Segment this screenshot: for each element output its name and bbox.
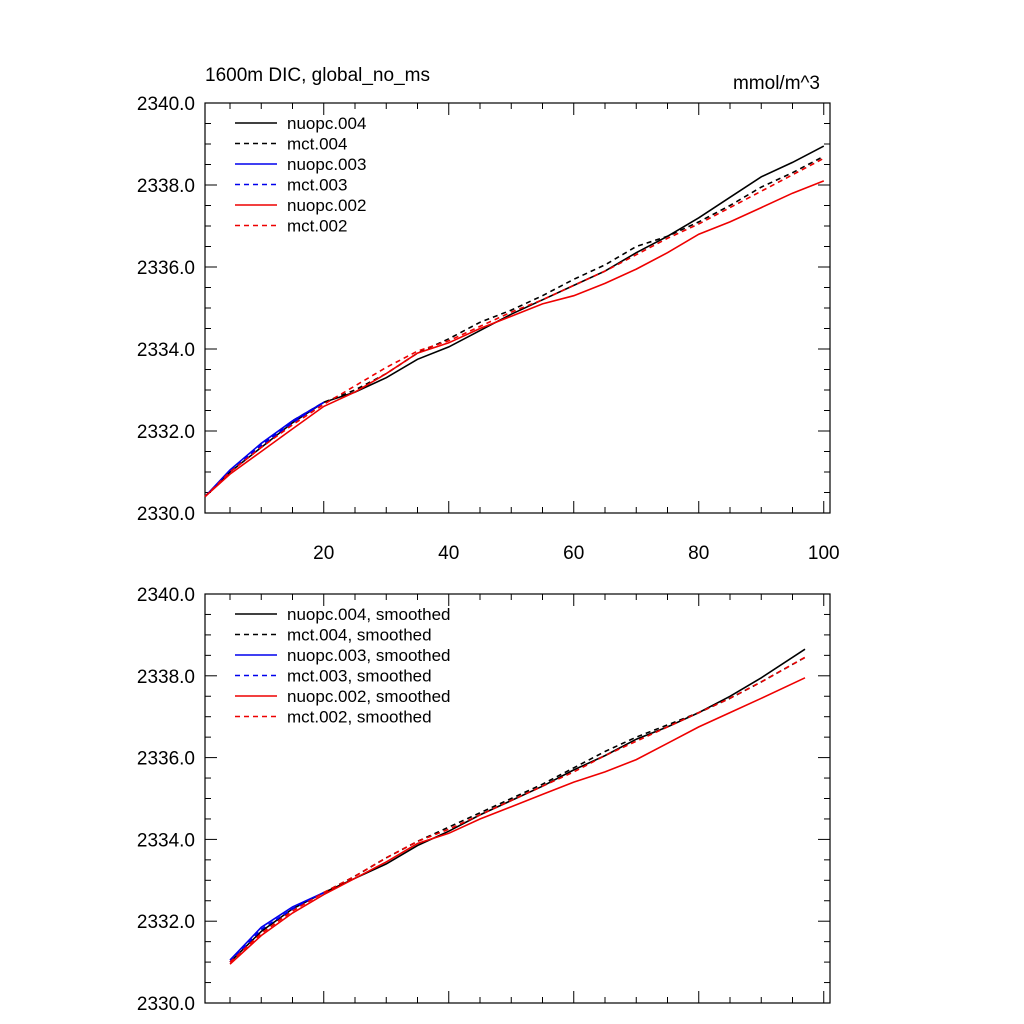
legend-label: mct.003 (287, 176, 347, 195)
series-lines (229, 648, 806, 965)
chart-panel-2: 2330.0 2332.0 2334.0 2336.0 2338.0 2340.0 nuop… (137, 585, 831, 1015)
legend-label: mct.002, smoothed (287, 708, 432, 727)
legend-label: nuopc.003, smoothed (287, 646, 451, 665)
series-line-nuopc-002-smoothed (229, 677, 806, 965)
y-tick-label: 2336.0 (137, 749, 195, 770)
chart-title: 1600m DIC, global_no_ms (205, 65, 430, 86)
legend-label: mct.004 (287, 135, 347, 154)
y-tick-label: 2332.0 (137, 912, 195, 933)
y-tick-label: 2340.0 (137, 94, 195, 115)
legend-label: nuopc.004, smoothed (287, 605, 451, 624)
y-tick-label: 2330.0 (137, 994, 195, 1015)
x-tick-label: 20 (313, 543, 334, 564)
y-tick-label: 2330.0 (137, 504, 195, 525)
y-tick-label: 2336.0 (137, 258, 195, 279)
legend-label: mct.003, smoothed (287, 667, 432, 686)
y-tick-label: 2340.0 (137, 585, 195, 606)
y-tick-label: 2338.0 (137, 176, 195, 197)
legend-label: nuopc.004 (287, 114, 366, 133)
series-lines (204, 145, 825, 498)
x-tick-label: 40 (438, 543, 459, 564)
legend-label: mct.004, smoothed (287, 626, 432, 645)
series-line-nuopc-003 (204, 401, 325, 498)
legend-label: nuopc.002, smoothed (287, 687, 451, 706)
series-line-nuopc-003-smoothed (229, 891, 325, 961)
series-line-nuopc-002 (204, 180, 825, 498)
x-tick-label: 80 (688, 543, 709, 564)
legend-label: mct.002 (287, 217, 347, 236)
y-tick-label: 2334.0 (137, 830, 195, 851)
y-tick-label: 2338.0 (137, 667, 195, 688)
y-tick-label: 2334.0 (137, 340, 195, 361)
legend-label: nuopc.003 (287, 155, 366, 174)
legend-label: nuopc.002 (287, 196, 366, 215)
units-label: mmol/m^3 (733, 73, 820, 94)
x-tick-label: 60 (563, 543, 584, 564)
series-line-mct-002 (204, 157, 825, 498)
y-tick-label: 2332.0 (137, 422, 195, 443)
x-tick-label: 100 (808, 543, 840, 564)
series-line-mct-003 (204, 401, 325, 498)
series-line-mct-003-smoothed (229, 891, 325, 963)
series-line-mct-002-smoothed (229, 656, 806, 963)
chart-panel-1: 2330.0 2332.0 2334.0 2336.0 2338.0 2340.0 20 40… (137, 65, 840, 564)
